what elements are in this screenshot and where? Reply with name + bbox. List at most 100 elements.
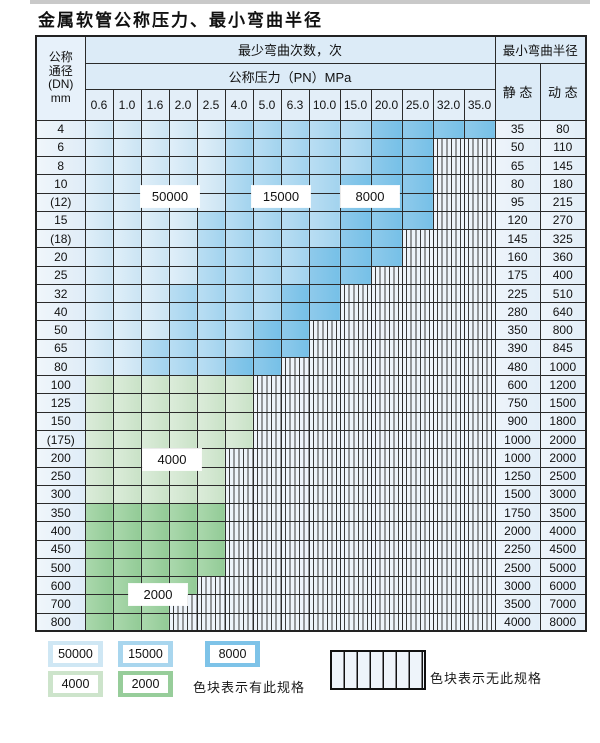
spec-cell-1.6 bbox=[140, 119, 170, 139]
spec-cell-35.0 bbox=[463, 594, 496, 614]
dynamic-value: 510 bbox=[539, 283, 587, 304]
spec-cell-35.0 bbox=[463, 265, 496, 285]
spec-cell-2.5 bbox=[196, 576, 226, 596]
row-label: 500 bbox=[35, 557, 86, 578]
spec-cell-10.0 bbox=[308, 521, 341, 541]
row-label: 100 bbox=[35, 375, 86, 395]
static-value: 390 bbox=[494, 338, 541, 358]
spec-cell-4.0 bbox=[224, 448, 254, 468]
spec-cell-20.0 bbox=[370, 594, 403, 614]
dynamic-value: 1000 bbox=[539, 356, 587, 377]
spec-cell-4.0 bbox=[224, 375, 254, 395]
spec-cell-0.6 bbox=[84, 265, 114, 285]
spec-cell-25.0 bbox=[401, 247, 434, 267]
spec-cell-25.0 bbox=[401, 338, 434, 358]
spec-cell-2.5 bbox=[196, 356, 226, 377]
table-row-dn-25: 25 175 400 bbox=[35, 265, 587, 285]
table-row-dn-600: 600 3000 6000 bbox=[35, 576, 587, 596]
table-row-dn-65: 65 390 845 bbox=[35, 338, 587, 358]
spec-cell-1.6 bbox=[140, 265, 170, 285]
spec-cell-5.0 bbox=[252, 466, 282, 486]
spec-cell-2.5 bbox=[196, 411, 226, 432]
spec-cell-15.0 bbox=[339, 210, 372, 231]
spec-cell-5.0 bbox=[252, 302, 282, 322]
spec-cell-35.0 bbox=[463, 174, 496, 194]
spec-cell-2.0 bbox=[168, 503, 198, 523]
spec-cell-6.3 bbox=[280, 430, 310, 450]
spec-cell-1.6 bbox=[140, 156, 170, 176]
spec-cell-6.3 bbox=[280, 557, 310, 578]
spec-cell-35.0 bbox=[463, 521, 496, 541]
spec-cell-2.0 bbox=[168, 137, 198, 158]
spec-cell-2.5 bbox=[196, 137, 226, 158]
spec-cell-10.0 bbox=[308, 174, 341, 194]
static-value: 480 bbox=[494, 356, 541, 377]
spec-cell-2.5 bbox=[196, 338, 226, 358]
spec-cell-20.0 bbox=[370, 320, 403, 340]
spec-cell-5.0 bbox=[252, 210, 282, 231]
spec-cell-35.0 bbox=[463, 137, 496, 158]
spec-cell-25.0 bbox=[401, 466, 434, 486]
spec-cell-5.0 bbox=[252, 539, 282, 559]
corner-header: 公称 通径 (DN) mm bbox=[35, 35, 86, 121]
spec-cell-10.0 bbox=[308, 265, 341, 285]
corner-line1: 公称 bbox=[48, 50, 73, 65]
spec-cell-10.0 bbox=[308, 320, 341, 340]
pressure-values-row: 0.6 1.0 1.6 2.0 2.5 4.0 5.0 6.3 10.0 15.0 20.0 25.0… bbox=[36, 88, 586, 121]
dynamic-value: 325 bbox=[539, 229, 587, 249]
spec-cell-6.3 bbox=[280, 283, 310, 304]
spec-cell-15.0 bbox=[339, 557, 372, 578]
table-row-dn-175: (175) 1000 2000 bbox=[35, 430, 587, 450]
spec-cell-25.0 bbox=[401, 503, 434, 523]
spec-cell-1.0 bbox=[112, 430, 142, 450]
spec-cell-6.3 bbox=[280, 521, 310, 541]
spec-cell-5.0 bbox=[252, 320, 282, 340]
row-label: 250 bbox=[35, 466, 86, 486]
spec-cell-25.0 bbox=[401, 576, 434, 596]
spec-cell-1.6 bbox=[140, 302, 170, 322]
spec-cell-1.0 bbox=[112, 466, 142, 486]
spec-cell-2.0 bbox=[168, 466, 198, 486]
spec-cell-32.0 bbox=[432, 338, 465, 358]
spec-cell-2.5 bbox=[196, 210, 226, 231]
spec-cell-32.0 bbox=[432, 521, 465, 541]
spec-cell-15.0 bbox=[339, 338, 372, 358]
static-value: 1000 bbox=[494, 448, 541, 468]
row-label: 6 bbox=[35, 137, 86, 158]
spec-cell-20.0 bbox=[370, 521, 403, 541]
spec-cell-2.5 bbox=[196, 302, 226, 322]
spec-cell-32.0 bbox=[432, 503, 465, 523]
spec-cell-35.0 bbox=[463, 119, 496, 139]
spec-cell-10.0 bbox=[308, 612, 341, 632]
static-value: 4000 bbox=[494, 612, 541, 632]
spec-cell-0.6 bbox=[84, 503, 114, 523]
spec-cell-35.0 bbox=[463, 503, 496, 523]
spec-cell-15.0 bbox=[339, 466, 372, 486]
spec-cell-1.6 bbox=[140, 612, 170, 632]
dynamic-value: 845 bbox=[539, 338, 587, 358]
spec-cell-2.0 bbox=[168, 484, 198, 505]
row-label: 8 bbox=[35, 156, 86, 176]
spec-cell-4.0 bbox=[224, 192, 254, 212]
legend-swatch-15000: 15000 bbox=[118, 641, 173, 667]
dynamic-value: 4500 bbox=[539, 539, 587, 559]
spec-cell-0.6 bbox=[84, 302, 114, 322]
spec-cell-10.0 bbox=[308, 375, 341, 395]
spec-cell-2.0 bbox=[168, 247, 198, 267]
spec-cell-5.0 bbox=[252, 503, 282, 523]
spec-cell-32.0 bbox=[432, 192, 465, 212]
spec-cell-25.0 bbox=[401, 375, 434, 395]
spec-cell-20.0 bbox=[370, 411, 403, 432]
zone-label-50000: 50000 bbox=[141, 186, 199, 207]
spec-cell-0.6 bbox=[84, 393, 114, 413]
spec-cell-2.5 bbox=[196, 484, 226, 505]
spec-cell-15.0 bbox=[339, 503, 372, 523]
dynamic-value: 800 bbox=[539, 320, 587, 340]
spec-cell-6.3 bbox=[280, 594, 310, 614]
spec-cell-32.0 bbox=[432, 430, 465, 450]
spec-cell-2.0 bbox=[168, 156, 198, 176]
table-row-dn-125: 125 750 1500 bbox=[35, 393, 587, 413]
spec-cell-5.0 bbox=[252, 576, 282, 596]
spec-cell-10.0 bbox=[308, 539, 341, 559]
spec-cell-10.0 bbox=[308, 594, 341, 614]
